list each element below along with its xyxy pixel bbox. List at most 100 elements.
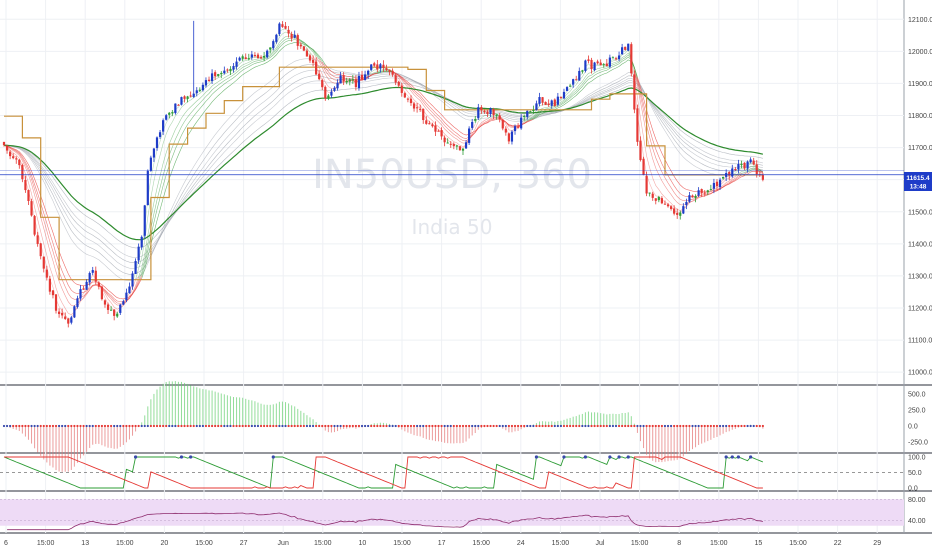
candle-body: [437, 130, 440, 132]
candle-body: [357, 75, 361, 89]
candle-body: [746, 161, 749, 169]
candle-body: [697, 190, 700, 196]
candle: [57, 308, 61, 318]
candle: [718, 177, 722, 190]
hist-dot: [165, 424, 168, 428]
candle-body: [143, 205, 146, 236]
candle-body: [553, 99, 556, 106]
candle-body: [256, 54, 260, 59]
candle-body: [471, 121, 474, 128]
candle-body: [311, 59, 315, 63]
candle: [259, 55, 263, 60]
candle: [391, 68, 394, 77]
candle-body: [174, 103, 177, 114]
candle: [103, 299, 107, 308]
candle-body: [535, 103, 538, 111]
candle: [513, 124, 517, 135]
candle: [471, 118, 474, 131]
candle: [682, 203, 685, 215]
hist-dot: [501, 424, 504, 428]
candle-body: [520, 117, 523, 129]
candle-body: [94, 270, 97, 282]
candle: [131, 271, 134, 290]
candle-body: [688, 195, 691, 202]
candle-body: [397, 81, 400, 86]
candle: [516, 123, 520, 128]
hist-dot: [296, 424, 299, 428]
candle: [67, 317, 70, 328]
hist-dot: [731, 424, 734, 428]
candle: [538, 92, 541, 107]
candle: [480, 105, 483, 114]
hist-dot: [278, 424, 281, 428]
candle-body: [247, 58, 250, 60]
hist-dot: [82, 424, 85, 428]
candle: [523, 114, 526, 121]
time-tick-label: 13: [81, 540, 89, 547]
candle: [318, 70, 321, 81]
candle: [379, 63, 382, 73]
aroon-cross-dot: [617, 455, 621, 459]
hist-dot: [45, 424, 48, 428]
candle-body: [556, 96, 559, 105]
candle-body: [755, 164, 758, 175]
aroon-cross-dot: [583, 455, 588, 459]
candle-body: [532, 109, 535, 111]
slow-ribbon-line: [3, 77, 763, 258]
candle: [648, 192, 651, 197]
hist-dot: [67, 424, 70, 428]
candle: [70, 315, 73, 325]
time-axis[interactable]: 6 15:00 13 15:00 20 15:00 27 Jun 15:00 10 15:00 17 1…: [4, 540, 881, 547]
candle: [94, 266, 97, 285]
candle-body: [214, 72, 217, 77]
candle: [217, 73, 220, 78]
candle-body: [654, 198, 657, 201]
candle-body: [373, 63, 376, 66]
price-tick-label: 11800.0: [908, 113, 932, 120]
hist-dot: [351, 424, 354, 428]
candle: [602, 63, 605, 68]
candle-body: [33, 216, 36, 235]
candle: [596, 59, 599, 65]
candle: [174, 103, 177, 115]
candle-body: [275, 34, 278, 42]
hist-dot: [315, 424, 318, 428]
candle-body: [183, 96, 186, 99]
candle-body: [740, 163, 743, 166]
hist-dot: [327, 424, 330, 428]
candle-body: [259, 57, 263, 59]
candle-body: [189, 95, 192, 97]
price-axis[interactable]: 12100.012000.011900.011800.011700.011600…: [908, 17, 932, 525]
candle: [210, 69, 214, 84]
hist-dot: [516, 424, 520, 428]
candle-body: [715, 181, 719, 187]
hist-dot: [9, 424, 12, 428]
candle: [630, 42, 633, 77]
fast-ribbon-line: [524, 52, 635, 124]
candle: [483, 109, 486, 114]
candle-body: [171, 112, 174, 114]
candle: [149, 155, 152, 172]
candle: [189, 91, 192, 98]
hist-dot: [480, 424, 483, 428]
candle: [198, 87, 201, 93]
hist-dot: [565, 424, 569, 428]
candle-body: [630, 44, 633, 74]
candle-body: [516, 126, 520, 128]
candle-body: [137, 246, 140, 261]
hist-dot: [229, 424, 232, 428]
candle-body: [119, 304, 122, 313]
candle: [113, 308, 116, 321]
candle-body: [416, 107, 419, 109]
candle-body: [293, 34, 296, 38]
candle-body: [434, 125, 437, 132]
hist-dot: [431, 424, 434, 428]
candle: [238, 56, 241, 62]
candle: [749, 157, 752, 164]
candle-body: [370, 64, 373, 70]
candle: [654, 198, 657, 205]
candle-body: [302, 46, 305, 51]
candle: [207, 76, 211, 82]
time-tick-label: 15:00: [116, 540, 134, 547]
candle-body: [24, 179, 27, 191]
